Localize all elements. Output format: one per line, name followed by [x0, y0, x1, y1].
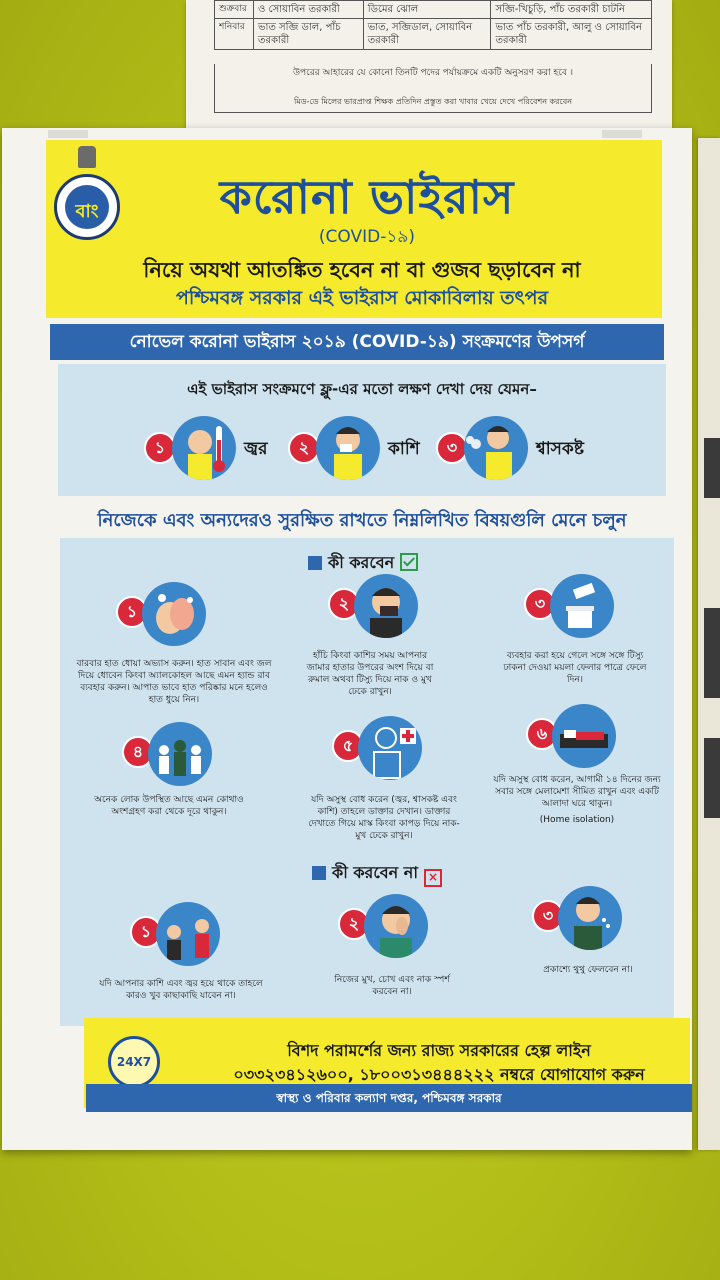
breathing-difficulty-icon — [464, 416, 528, 480]
symptom-label: শ্বাসকষ্ট — [536, 439, 584, 459]
menu-cell: ভাত, সব্জিডাল, সোয়াবিন তরকারী — [362, 18, 492, 50]
fever-thermometer-icon — [172, 416, 236, 480]
number-badge: ২ — [288, 432, 320, 464]
do-item-handwash: ১ — [116, 582, 206, 652]
crowd-icon — [148, 722, 212, 786]
helpline-numbers: ০৩৩২৩৪১২৬০০, ১৮০০৩১৩৪৪৪২২২ নম্বরে যোগাযো… — [233, 1065, 645, 1084]
symptom-label: জ্বর — [244, 439, 268, 459]
keep-distance-icon — [156, 902, 220, 966]
24x7-clock-icon: 24X7 — [108, 1036, 160, 1088]
blue-square-icon — [312, 866, 326, 880]
do-item-avoid-crowd: ৪ — [122, 722, 218, 792]
header-message: নিয়ে অযথা আতঙ্কিত হবেন না বা গুজব ছড়াব… — [143, 258, 581, 282]
symptoms-intro: এই ভাইরাস সংক্রমণে ফ্লু-এর মতো লক্ষণ দেখ… — [187, 380, 537, 398]
safety-instruction: নিজেকে এবং অন্যদেরও সুরক্ষিত রাখতে নিম্ন… — [97, 510, 627, 531]
do-item-see-doctor: ৫ — [332, 716, 428, 786]
poster-title: করোনা ভাইরাস — [219, 170, 515, 224]
tape — [602, 130, 642, 138]
header-panel — [46, 140, 662, 318]
side-poster-graphic — [704, 438, 720, 498]
do-item-home-isolation: ৬ — [526, 704, 622, 774]
do-item-text: যদি অসুস্থ বোধ করেন (জ্বর, শ্বাসকষ্ট এবং… — [308, 795, 460, 841]
dont-item-spit: ৩ — [532, 886, 628, 956]
symptom-label: কাশি — [388, 439, 420, 459]
side-poster-graphic — [704, 608, 720, 698]
menu-day: শনিবার — [214, 18, 254, 50]
dont-item-text: নিজের মুখ, চোখ এবং নাক স্পর্শ করবেন না। — [334, 975, 450, 997]
menu-cell: ভাত সব্জি ডাল, পাঁচ তরকারী — [253, 18, 364, 50]
department-footer: স্বাস্থ্য ও পরিবার কল্যাণ দপ্তর, পশ্চিমব… — [86, 1084, 692, 1112]
blue-square-icon — [308, 556, 322, 570]
menu-cell: ডিমের ঝোল — [362, 0, 492, 19]
table-row: শুক্রবার ও সোয়াবিন তরকারী ডিমের ঝোল সব্… — [214, 0, 652, 19]
number-badge: ৩ — [436, 432, 468, 464]
tissue-bin-icon — [550, 574, 614, 638]
notice-line: উপরের আহারের যে কোনো তিনটি পদের পর্যায়ক… — [293, 68, 573, 78]
symptoms-panel: এই ভাইরাস সংক্রমণে ফ্লু-এর মতো লক্ষণ দেখ… — [58, 364, 666, 496]
menu-cell: ভাত পাঁচ তরকারী, আলু ও সোয়াবিন তরকারী — [490, 18, 652, 50]
do-item-text: ব্যবহার করা হয়ে গেলে সঙ্গে সঙ্গে টিস্যু… — [503, 651, 647, 685]
touch-face-icon — [364, 894, 428, 958]
do-item-text: যদি অসুস্থ বোধ করেন, আগামী ১৪ দিনের জন্য… — [493, 775, 661, 809]
do-item-cover-sneeze: ২ — [328, 574, 424, 644]
cross-icon: × — [423, 869, 442, 887]
symptom-item: ২ কাশি — [288, 416, 468, 480]
symptom-item: ৩ শ্বাসকষ্ট — [436, 416, 656, 480]
tape — [48, 130, 88, 138]
side-poster — [698, 138, 720, 1150]
symptoms-banner: নোভেল করোনা ভাইরাস ২০১৯ (COVID-১৯) সংক্র… — [50, 324, 664, 360]
dont-item-text: যদি আপনার কাশি এবং জ্বর হয়ে থাকে তাহলে … — [99, 979, 263, 1001]
dos-donts-panel: কী করবেন ১ বারবার হাত ধোয়া অভ্যাস করুন।… — [60, 538, 674, 1026]
do-item-text: বারবার হাত ধোয়া অভ্যাস করুন। হাত সাবান … — [76, 659, 272, 705]
covid-poster: বাং করোনা ভাইরাস (COVID-১৯) নিয়ে অযথা আ… — [2, 128, 692, 1150]
west-bengal-seal-icon: বাং — [54, 174, 120, 240]
bed-rest-icon — [552, 704, 616, 768]
menu-notice: শুক্রবার ও সোয়াবিন তরকারী ডিমের ঝোল সব্… — [186, 0, 672, 128]
menu-table: শুক্রবার ও সোয়াবিন তরকারী ডিমের ঝোল সব্… — [214, 0, 652, 50]
handwash-icon — [142, 582, 206, 646]
do-item-extra: (Home isolation) — [539, 815, 615, 825]
dont-item-touch-face: ২ — [338, 894, 434, 964]
do-item-dispose-tissue: ৩ — [524, 574, 620, 644]
symptom-item: ১ জ্বর — [144, 416, 324, 480]
check-icon — [400, 553, 419, 571]
menu-cell: ও সোয়াবিন তরকারী — [253, 0, 364, 19]
table-row: শনিবার ভাত সব্জি ডাল, পাঁচ তরকারী ভাত, স… — [214, 18, 652, 50]
header-government-line: পশ্চিমবঙ্গ সরকার এই ভাইরাস মোকাবিলায় তৎ… — [175, 287, 549, 309]
helpline-title: বিশদ পরামর্শের জন্য রাজ্য সরকারের হেল্প … — [287, 1041, 591, 1060]
dont-item-keep-distance: ১ — [130, 902, 226, 972]
do-item-text: হাঁচি কিংবা কাশির সময় আপনার জামার হাতার… — [306, 651, 434, 697]
side-poster-graphic — [704, 738, 720, 818]
notice-frame — [214, 64, 652, 113]
menu-day: শুক্রবার — [214, 0, 254, 19]
sneeze-cover-icon — [354, 574, 418, 638]
donts-heading: কী করবেন না × — [312, 860, 442, 887]
ashoka-emblem-icon — [78, 146, 96, 168]
dos-heading: কী করবেন — [308, 550, 419, 577]
do-item-text: অনেক লোক উপস্থিত আছে এমন কোথাও অংশগ্রহণ … — [94, 795, 244, 817]
poster-subtitle: (COVID-১৯) — [318, 227, 416, 247]
cough-icon — [316, 416, 380, 480]
no-spitting-icon — [558, 886, 622, 950]
doctor-icon — [358, 716, 422, 780]
dont-item-text: প্রকাশ্যে থুথু ফেলবেন না। — [543, 965, 633, 975]
notice-line: মিড-ডে মিলের ভারপ্রাপ্ত শিক্ষক প্রতিদিন … — [294, 97, 572, 106]
menu-cell: সব্জি-খিচুড়ি, পাঁচ তরকারী চাটনি — [490, 0, 652, 19]
